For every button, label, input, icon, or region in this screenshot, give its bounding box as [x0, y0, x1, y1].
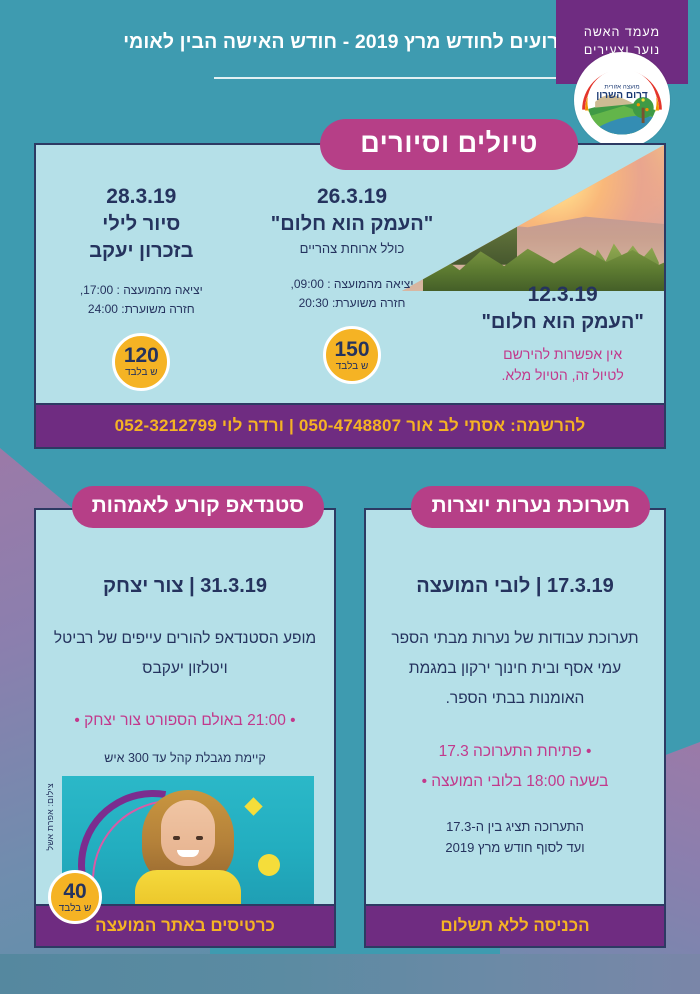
trip-price-badge: 120 ש בלבד	[112, 332, 171, 391]
logo-emblem-main-text: דרום השרון	[596, 90, 648, 101]
performer-portrait	[132, 786, 244, 904]
standup-price-badge: 40 ש בלבד	[48, 870, 102, 924]
trip-times: יציאה מהמועצה : 09:00, חזרה משוערת: 20:3…	[290, 277, 414, 310]
trip-item-1: 28.3.19 סיור לילי בזכרון יעקב יציאה מהמו…	[36, 179, 247, 391]
standup-when: 31.3.19 | צור יצחק	[102, 575, 268, 597]
price-unit: ש בלבד	[125, 367, 158, 379]
trip-item-3: 12.3.19 "העמק הוא חלום" אין אפשרות להירש…	[457, 179, 668, 386]
performer-photo	[62, 776, 314, 904]
trips-registration-bar: להרשמה: אסתי לב אור 050-4748807 | ורדה ל…	[36, 403, 664, 447]
header-divider	[214, 77, 654, 79]
exhibition-opening-highlight: • פתיחת התערוכה 17.3 בשעה 18:00 בלובי המ…	[421, 742, 609, 790]
portrait-face	[161, 800, 215, 866]
price-unit: ש בלבד	[58, 902, 92, 914]
standup-tickets-text: כרטיסים באתר המועצה	[95, 916, 275, 935]
portrait-shirt	[135, 870, 241, 904]
standup-venue-highlight: • 21:00 באולם הספורט צור יצחק •	[74, 712, 296, 730]
price-amount: 120	[123, 344, 159, 368]
standup-footer-bar[interactable]: כרטיסים באתר המועצה	[36, 904, 334, 946]
logo-line-2: נוער וצעירים	[583, 43, 661, 57]
trips-registration-text: להרשמה: אסתי לב אור 050-4748807 | ורדה ל…	[114, 416, 586, 435]
trips-columns: 12.3.19 "העמק הוא חלום" אין אפשרות להירש…	[36, 179, 668, 407]
trip-price-badge: 150 ש בלבד	[323, 326, 381, 385]
exhibition-footer-bar: הכניסה ללא תשלום	[366, 904, 664, 946]
trip-subtitle: כולל ארוחת צהריים	[299, 241, 405, 257]
trip-date: 26.3.19	[316, 185, 388, 208]
trip-item-2: 26.3.19 "העמק הוא חלום" כולל ארוחת צהריי…	[247, 179, 458, 385]
trip-times: יציאה מהמועצה : 17:00, חזרה משוערת: 24:0…	[79, 283, 203, 316]
exhibition-when: 17.3.19 | לובי המועצה	[416, 575, 614, 597]
exhibition-card: תערוכת נערות יוצרות 17.3.19 | לובי המועצ…	[364, 486, 666, 948]
standup-card: סטנדאפ קורע לאמהות 31.3.19 | צור יצחק מו…	[34, 486, 336, 948]
trip-name: "העמק הוא חלום"	[481, 311, 644, 334]
trip-date: 12.3.19	[527, 283, 598, 306]
exhibition-card-body: 17.3.19 | לובי המועצה תערוכת עבודות של נ…	[366, 546, 664, 859]
trip-name: "העמק הוא חלום"	[270, 213, 434, 236]
trip-name: סיור לילי בזכרון יעקב	[89, 213, 194, 263]
photo-diamond-shape	[244, 797, 263, 816]
price-amount: 150	[334, 337, 370, 361]
photo-dot-shape	[258, 854, 280, 876]
exhibition-dates-note: התערוכה תציג בין ה-17.3 ועד לסוף חודש מר…	[445, 819, 585, 855]
trip-fullness-note: אין אפשרות להירשם לטיול זה, הטיול מלא.	[501, 346, 624, 384]
exhibition-card-badge: תערוכת נערות יוצרות	[411, 486, 650, 528]
portrait-eye-left	[173, 836, 180, 840]
poster-header: תוכנית האירועים לחודש מרץ 2019 - חודש הא…	[0, 0, 700, 148]
standup-capacity-note: קיימת מגבלת קהל עד 300 איש	[104, 750, 266, 765]
trip-date: 28.3.19	[106, 185, 177, 208]
price-amount: 40	[63, 879, 87, 903]
council-logo-icon: מועצה אזורית דרום השרון	[574, 52, 670, 148]
standup-card-badge: סטנדאפ קורע לאמהות	[71, 486, 324, 528]
standup-card-body: 31.3.19 | צור יצחק מופע הסטנדאפ להורים ע…	[36, 546, 334, 767]
standup-description: מופע הסטנדאפ להורים עייפים של רביטל ויטל…	[53, 630, 317, 678]
logo-emblem-small-text: מועצה אזורית	[604, 83, 639, 90]
background-bottom-band	[0, 954, 700, 994]
logo-line-1: מעמד האשה	[583, 25, 661, 40]
photo-credit-text: צילום: אפרת אשל	[45, 782, 55, 850]
exhibition-footer-text: הכניסה ללא תשלום	[440, 916, 590, 935]
trips-card-badge: טיולים וסיורים	[320, 119, 578, 170]
portrait-smile	[177, 850, 199, 857]
price-unit: ש בלבד	[335, 360, 369, 372]
portrait-eye-right	[196, 836, 203, 840]
trips-card: טיולים וסיורים 12.3.19 "העמק הוא חלום" א…	[34, 119, 668, 449]
exhibition-description: תערוכת עבודות של נערות מבתי הספר עמי אסף…	[391, 630, 639, 708]
